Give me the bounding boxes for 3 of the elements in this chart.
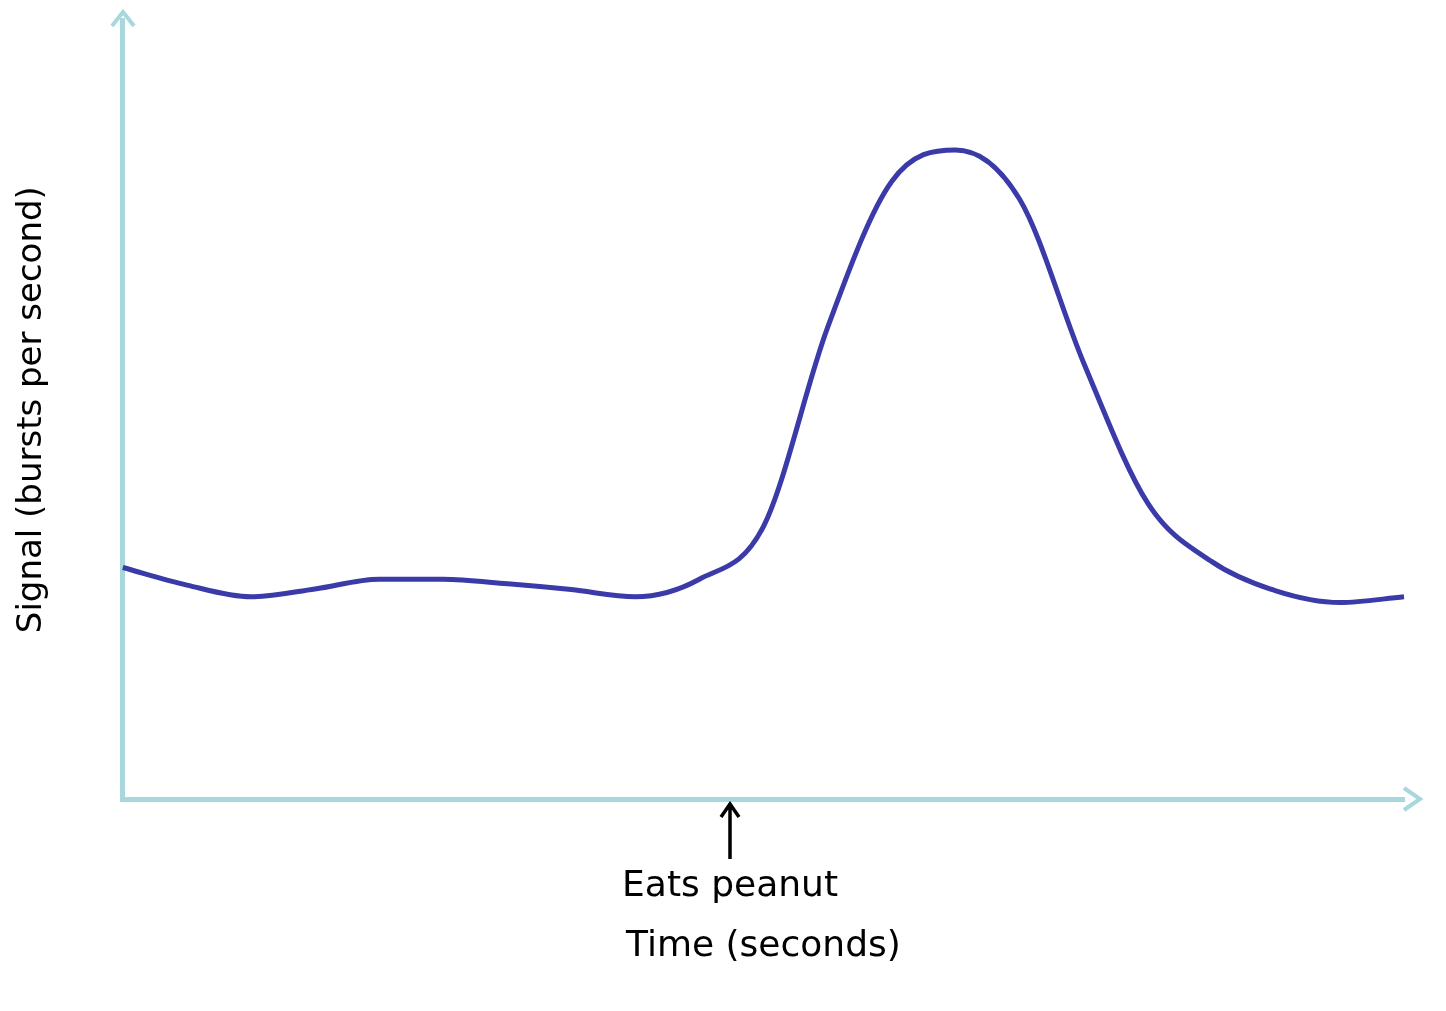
text: Eats peanut bbox=[621, 863, 840, 905]
x-axis-title: Time (seconds) bbox=[625, 922, 901, 964]
y-axis-title: Signal (bursts per second) bbox=[9, 186, 50, 634]
